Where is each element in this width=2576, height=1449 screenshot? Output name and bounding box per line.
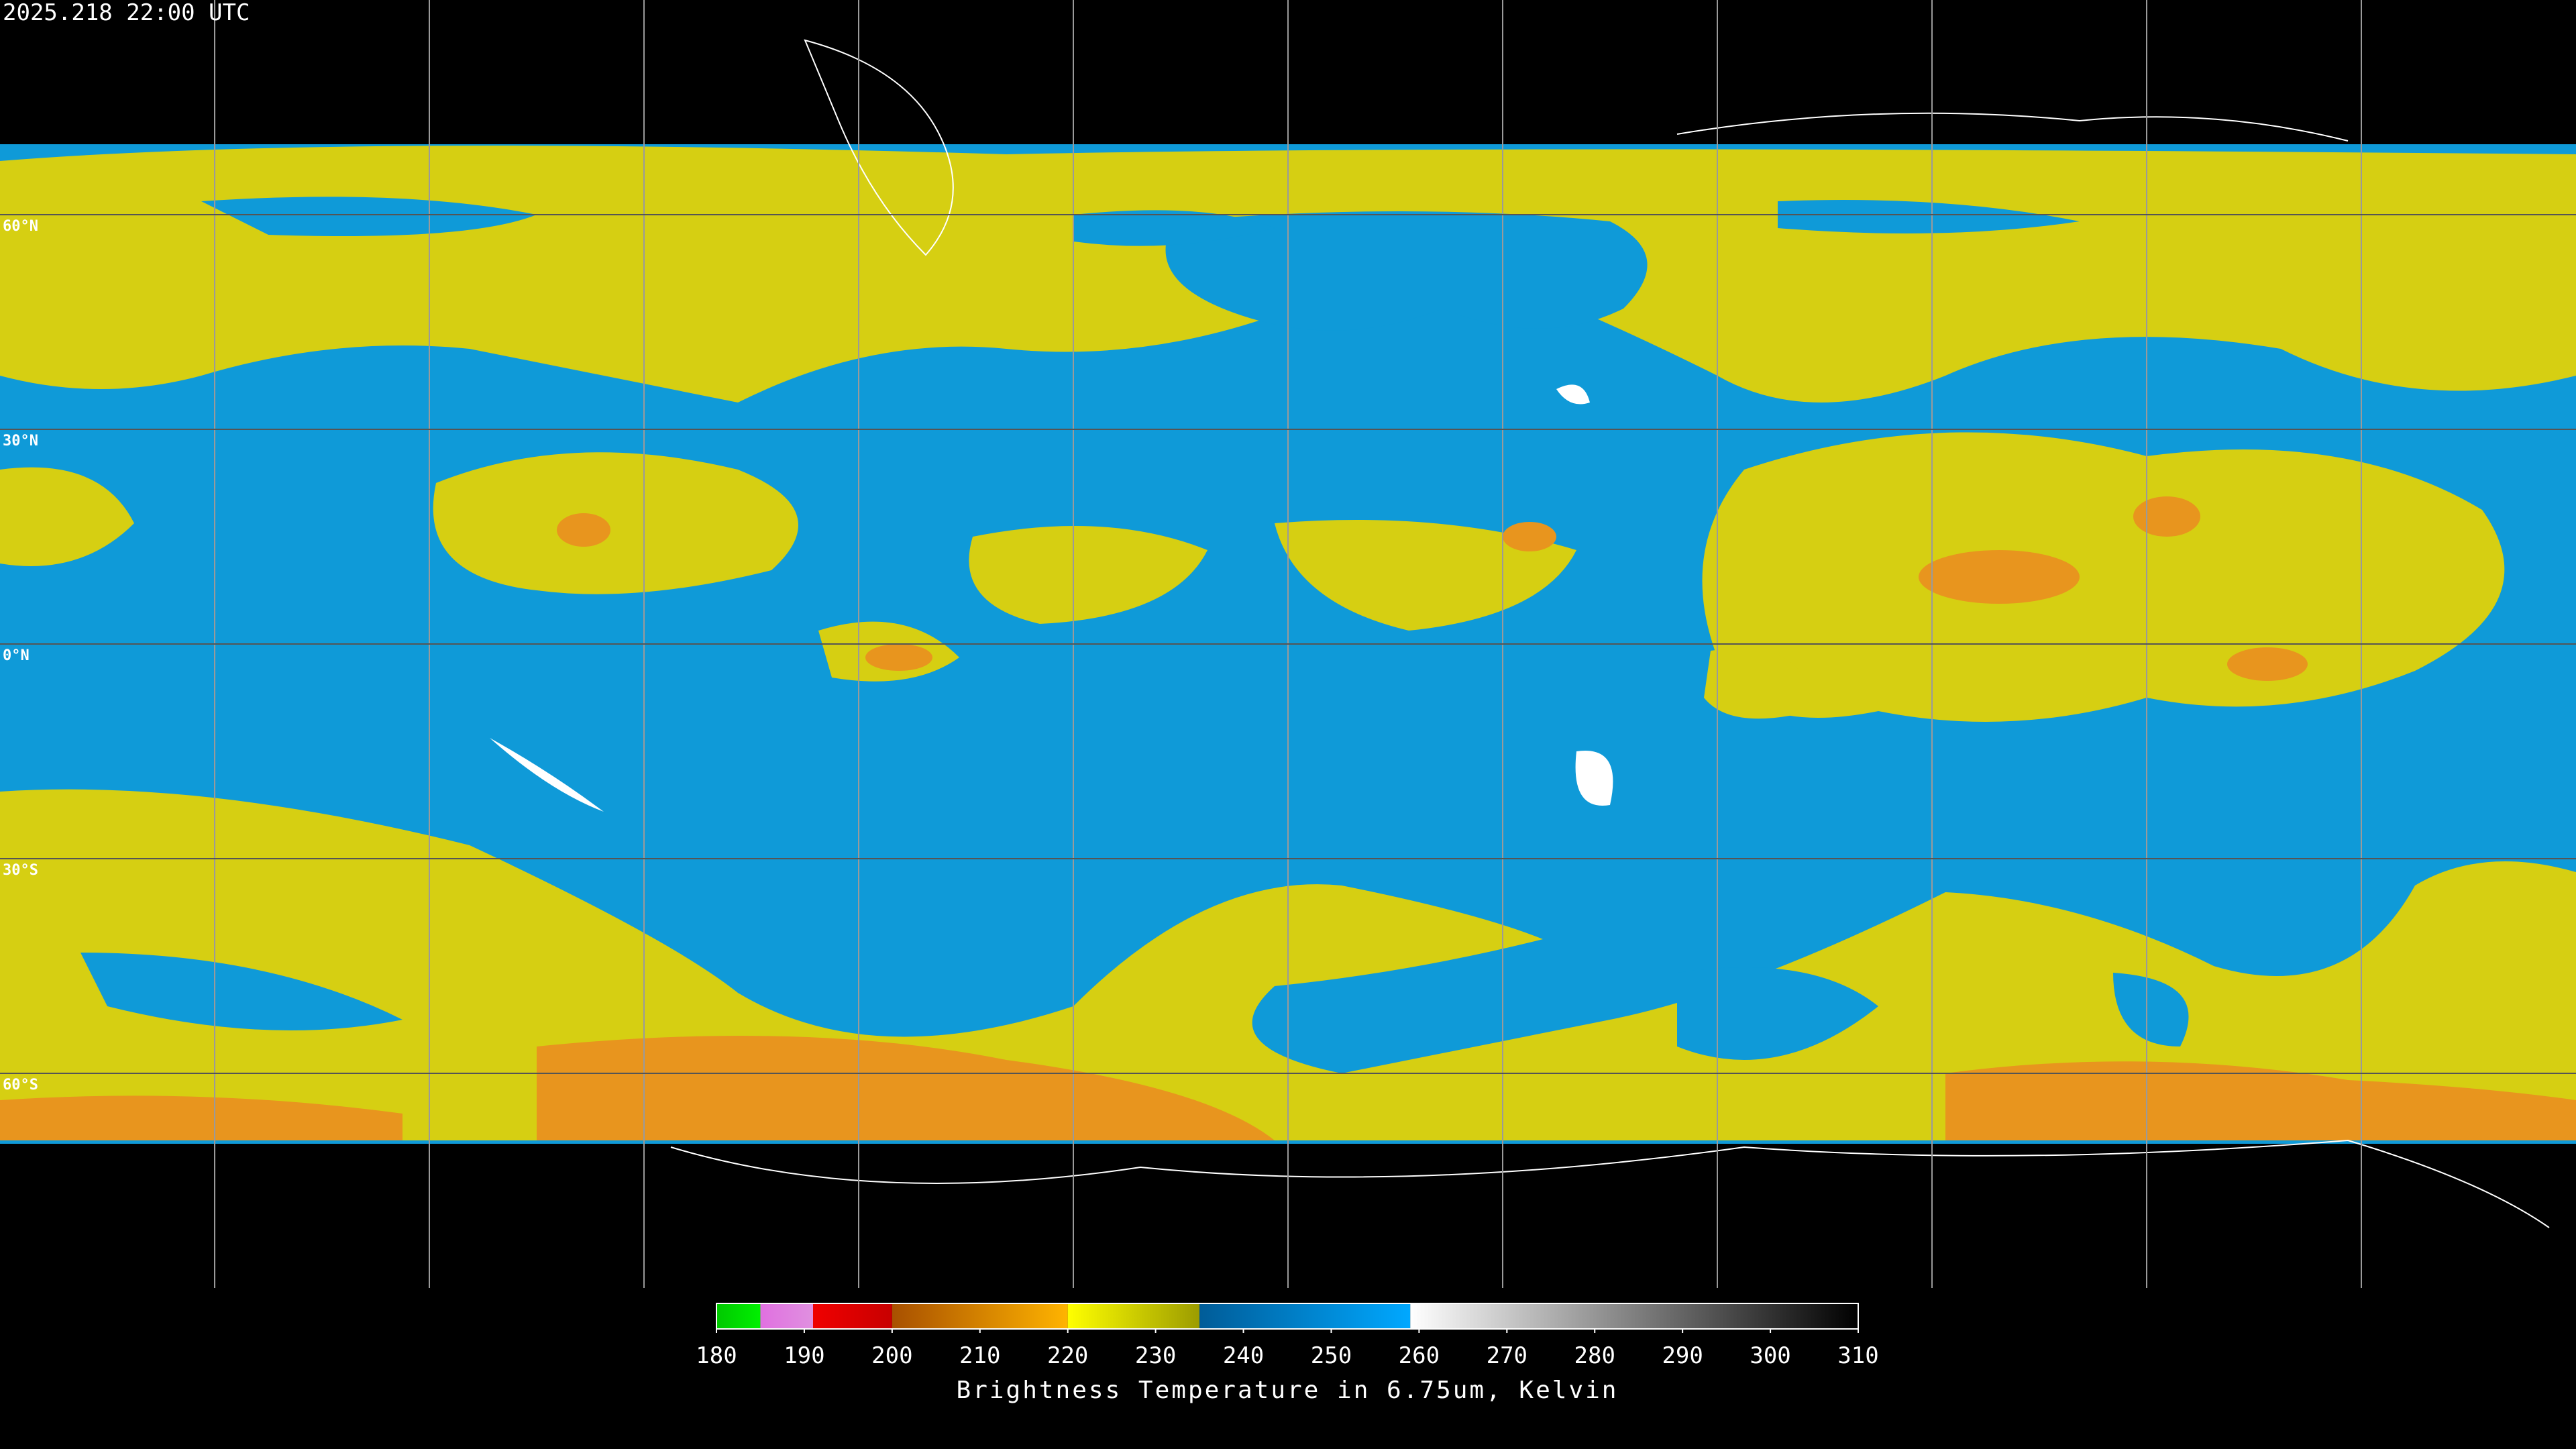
convection bbox=[0, 452, 1811, 719]
colorbar-tick-label: 240 bbox=[1223, 1342, 1264, 1369]
latitude-label: 30°S bbox=[3, 862, 38, 879]
convection bbox=[1702, 432, 2505, 722]
colorbar-segment bbox=[892, 1303, 1068, 1329]
colorbar-tick-label: 310 bbox=[1837, 1342, 1878, 1369]
colorbar: 180 190 200 210 220 230 240 250 260 270 280 290 300 3… bbox=[696, 1303, 1879, 1369]
colorbar-label: Brightness Temperature in 6.75um, Kelvin bbox=[957, 1377, 1619, 1404]
colorbar-segment bbox=[1410, 1303, 1858, 1329]
colorbar-tick-label: 220 bbox=[1047, 1342, 1088, 1369]
graticule: 60°N 30°N 0°N 30°S 60°S bbox=[0, 0, 2576, 1288]
dry-slot bbox=[80, 953, 2189, 1060]
colorbar-tick-label: 210 bbox=[959, 1342, 1000, 1369]
colorbar-segment bbox=[760, 1303, 814, 1329]
dry-slot bbox=[201, 197, 2080, 246]
cloud-top bbox=[1503, 522, 1556, 551]
colorbar-frame bbox=[716, 1303, 1859, 1330]
coastline bbox=[1676, 112, 2349, 142]
cloud-top bbox=[557, 513, 610, 547]
cloud-top bbox=[2227, 647, 2308, 681]
colorbar-tick-label: 300 bbox=[1750, 1342, 1790, 1369]
colorbar-tick-label: 190 bbox=[784, 1342, 824, 1369]
latitude-label: 60°S bbox=[3, 1077, 38, 1093]
coastline bbox=[670, 1139, 2550, 1228]
satellite-image: 60°N 30°N 0°N 30°S 60°S bbox=[0, 0, 2576, 1288]
colorbar-tick-label: 280 bbox=[1574, 1342, 1615, 1369]
latitude-label: 60°N bbox=[3, 218, 38, 235]
colorbar-segment bbox=[1067, 1303, 1200, 1329]
colorbar-tick-label: 180 bbox=[696, 1342, 737, 1369]
coastline bbox=[804, 39, 954, 256]
cold-cloud-tops bbox=[557, 496, 2308, 681]
colorbar-tick-label: 290 bbox=[1662, 1342, 1703, 1369]
cloud-top bbox=[865, 644, 932, 671]
colorbar-tick-label: 250 bbox=[1311, 1342, 1352, 1369]
colorbar-segment bbox=[813, 1303, 892, 1329]
colorbar-tick-label: 200 bbox=[871, 1342, 912, 1369]
colorbar-segment bbox=[1199, 1303, 1411, 1329]
cloud-top bbox=[2133, 496, 2200, 537]
latitude-label: 0°N bbox=[3, 647, 30, 664]
colorbar-tick-label: 260 bbox=[1399, 1342, 1440, 1369]
dry-slot bbox=[1165, 211, 1648, 331]
latitude-label: 30°N bbox=[3, 433, 38, 449]
colorbar-tick-label: 230 bbox=[1135, 1342, 1176, 1369]
timestamp: 2025.218 22:00 UTC bbox=[3, 0, 250, 26]
cloud-top bbox=[1919, 550, 2080, 604]
colorbar-tick-label: 270 bbox=[1487, 1342, 1527, 1369]
colorbar-segment bbox=[716, 1303, 761, 1329]
coastlines bbox=[670, 39, 2550, 1228]
